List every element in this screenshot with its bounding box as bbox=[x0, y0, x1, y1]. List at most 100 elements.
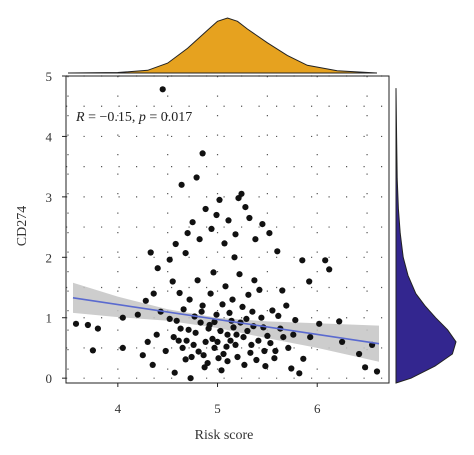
scatter-point bbox=[185, 326, 192, 333]
x-tick-label: 4 bbox=[115, 401, 122, 416]
scatter-point bbox=[225, 217, 232, 224]
scatter-point bbox=[238, 190, 245, 197]
scatter-point bbox=[182, 356, 189, 363]
scatter-point bbox=[231, 254, 238, 261]
scatter-point bbox=[94, 325, 101, 332]
scatter-point bbox=[197, 319, 204, 326]
scatter-point bbox=[245, 291, 252, 298]
scatter-point bbox=[193, 174, 200, 181]
scatter-point bbox=[199, 150, 206, 157]
scatter-point bbox=[226, 309, 233, 316]
scatter-point bbox=[285, 344, 292, 351]
scatter-point bbox=[211, 344, 218, 351]
scatter-point bbox=[139, 352, 146, 359]
correlation-annotation: R = −0.15, p = 0.017 bbox=[75, 110, 192, 125]
scatter-point bbox=[211, 318, 218, 326]
r-value: = −0.15, bbox=[85, 110, 139, 125]
scatter-point bbox=[283, 302, 290, 309]
scatter-point bbox=[209, 335, 216, 342]
scatter-point bbox=[235, 195, 242, 202]
scatter-point bbox=[243, 315, 250, 322]
scatter-point bbox=[149, 361, 156, 368]
scatter-point bbox=[84, 321, 91, 329]
scatter-point bbox=[271, 355, 278, 362]
scatter-point bbox=[169, 278, 176, 285]
scatter-point bbox=[224, 358, 231, 365]
scatter-point bbox=[134, 311, 141, 318]
y-tick-label: 3 bbox=[46, 190, 53, 205]
scatter-point bbox=[175, 337, 182, 344]
scatter-point bbox=[316, 320, 323, 327]
scatter-point bbox=[261, 347, 268, 355]
scatter-point bbox=[307, 334, 314, 341]
x-tick-label: 5 bbox=[214, 401, 221, 416]
scatter-point bbox=[322, 257, 329, 264]
scatter-point bbox=[247, 349, 254, 356]
scatter-point bbox=[172, 240, 179, 248]
scatter-point bbox=[274, 248, 281, 255]
scatter-point bbox=[230, 324, 237, 331]
scatter-point bbox=[292, 317, 299, 324]
scatter-point bbox=[224, 331, 231, 338]
regression-line bbox=[72, 296, 380, 345]
scatter-point bbox=[339, 338, 346, 345]
scatter-point bbox=[362, 364, 369, 371]
scatter-point bbox=[296, 370, 303, 377]
scatter-point bbox=[162, 347, 169, 355]
scatter-point bbox=[234, 353, 241, 361]
scatter-point bbox=[249, 308, 256, 315]
scatter-point bbox=[184, 230, 191, 237]
scatter-point bbox=[194, 277, 201, 284]
scatter-point bbox=[177, 325, 184, 332]
scatter-point bbox=[201, 364, 208, 371]
scatter-point bbox=[182, 250, 189, 257]
scatter-point bbox=[173, 317, 180, 324]
y-tick-label: 4 bbox=[46, 129, 53, 144]
scatter-point bbox=[179, 344, 186, 351]
scatter-point bbox=[222, 283, 229, 290]
y-tick-label: 5 bbox=[46, 69, 53, 84]
scatter-point bbox=[147, 249, 154, 256]
scatter-point bbox=[217, 327, 224, 335]
scatter-point bbox=[269, 307, 276, 314]
x-tick-label: 6 bbox=[314, 401, 321, 416]
scatter-point bbox=[266, 230, 273, 237]
y-tick-label: 1 bbox=[46, 311, 53, 326]
scatter-point bbox=[290, 331, 297, 338]
scatter-point bbox=[150, 290, 157, 297]
scatter-point bbox=[336, 318, 343, 325]
scatter-point bbox=[178, 181, 185, 188]
scatter-point bbox=[246, 214, 253, 222]
scatter-point bbox=[233, 331, 240, 338]
scatter-point bbox=[199, 302, 206, 309]
scatter-point bbox=[154, 265, 161, 272]
scatter-point bbox=[202, 205, 209, 213]
scatter-point bbox=[210, 269, 217, 276]
scatter-point bbox=[227, 337, 234, 344]
axes: 4 5 6 0 1 2 3 4 5 bbox=[46, 69, 321, 416]
scatter-point bbox=[306, 278, 313, 285]
scatter-point bbox=[218, 367, 225, 374]
scatter-point bbox=[326, 266, 333, 273]
scatter-point bbox=[239, 303, 246, 310]
scatter-point bbox=[206, 321, 213, 329]
scatter-point bbox=[198, 308, 205, 315]
scatter-point bbox=[279, 287, 286, 294]
scatter-point bbox=[258, 314, 265, 321]
scatter-point bbox=[236, 271, 243, 278]
scatter-point bbox=[300, 355, 307, 362]
scatter-point bbox=[213, 211, 220, 219]
scatter-point bbox=[280, 334, 287, 341]
scatter-point bbox=[166, 256, 173, 263]
plot-frame bbox=[65, 75, 390, 384]
scatter-point bbox=[186, 296, 193, 303]
scatter-point bbox=[166, 315, 173, 322]
scatter-point bbox=[256, 286, 263, 293]
scatter-point bbox=[251, 277, 258, 284]
scatter-point bbox=[220, 350, 227, 358]
scatter-point bbox=[195, 348, 202, 355]
scatter-point bbox=[259, 221, 266, 228]
scatter-point bbox=[288, 365, 295, 372]
scatter-point bbox=[221, 240, 228, 247]
scatter-point bbox=[202, 338, 209, 345]
